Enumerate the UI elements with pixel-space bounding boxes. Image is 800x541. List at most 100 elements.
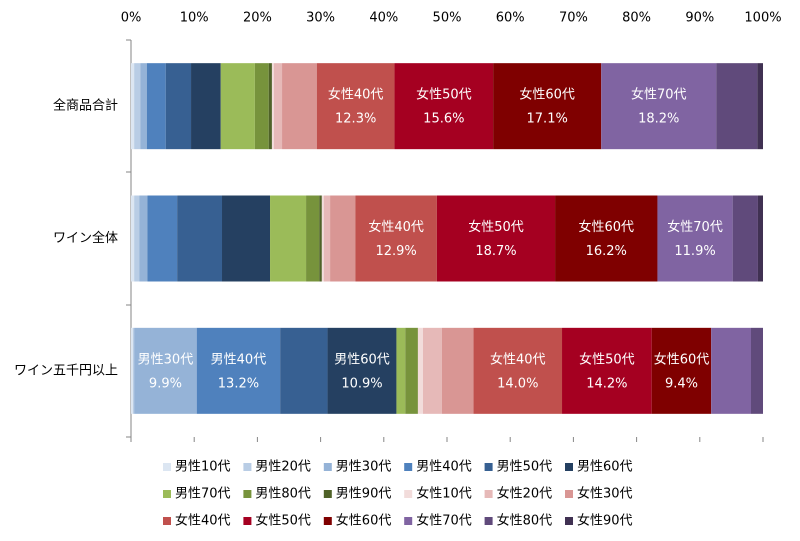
- bar-segment: [131, 63, 135, 150]
- segment-series-label: 男性40代: [211, 352, 267, 367]
- legend-label: 女性30代: [577, 486, 633, 502]
- data-label: 16.2%: [586, 244, 627, 259]
- legend-label: 男性30代: [336, 460, 392, 475]
- bar-segment: [319, 195, 322, 282]
- bar-segment: [271, 63, 274, 150]
- bar-segment: [268, 63, 272, 150]
- segment-series-label: 女性50代: [579, 351, 635, 367]
- segment-series-label: 女性50代: [468, 219, 524, 235]
- bar-segment: [254, 63, 269, 150]
- legend-swatch: [484, 517, 493, 525]
- bar-segment: [306, 195, 320, 282]
- bar-segment: [273, 63, 283, 150]
- segment-series-label: 女性50代: [416, 87, 472, 103]
- legend-label: 男性80代: [255, 487, 311, 502]
- segment-series-label: 女性40代: [490, 351, 546, 367]
- bar-segment: [134, 327, 197, 414]
- legend-swatch: [163, 490, 171, 498]
- bar-segment: [131, 327, 133, 414]
- bar-segment: [651, 327, 712, 414]
- data-label: 15.6%: [423, 112, 464, 127]
- segment-series-label: 女性70代: [631, 87, 687, 103]
- data-label: 10.9%: [341, 376, 382, 391]
- bar-segment: [282, 63, 317, 150]
- bar-segment: [140, 63, 147, 150]
- segment-series-label: 女性40代: [368, 219, 424, 235]
- segment-series-label: 女性70代: [667, 219, 723, 235]
- legend-label: 女性80代: [497, 513, 553, 529]
- data-label: 17.1%: [527, 112, 568, 127]
- bar-segment: [321, 195, 324, 282]
- bar-segment: [757, 63, 763, 150]
- bar-segment: [394, 63, 494, 150]
- legend-label: 女性60代: [336, 513, 392, 529]
- bar-segment: [422, 327, 442, 414]
- bar-segment: [220, 63, 255, 150]
- bar-segment: [131, 195, 135, 282]
- data-label: 12.3%: [335, 112, 376, 127]
- legend-swatch: [484, 490, 493, 498]
- bar-segment: [165, 63, 192, 150]
- bar-segment: [405, 327, 418, 414]
- bar-segment: [323, 195, 331, 282]
- x-tick-label: 10%: [180, 11, 209, 26]
- bar-segment: [316, 63, 395, 150]
- legend-swatch: [323, 517, 332, 525]
- data-label: 18.7%: [475, 244, 516, 259]
- legend-label: 女性20代: [497, 486, 553, 502]
- bar-segment: [196, 327, 281, 414]
- legend-label: 男性20代: [255, 460, 311, 475]
- legend-swatch: [565, 463, 573, 471]
- bar-segment: [280, 327, 328, 414]
- legend-swatch: [565, 517, 573, 525]
- bar-segment: [147, 195, 178, 282]
- bar-segment: [355, 195, 437, 282]
- x-tick-label: 40%: [369, 11, 398, 26]
- bar-segment: [711, 327, 751, 414]
- bar-segment: [750, 327, 763, 414]
- x-tick-label: 80%: [622, 11, 651, 26]
- legend-swatch: [484, 463, 493, 471]
- segment-series-label: 女性60代: [654, 351, 710, 367]
- legend-label: 男性50代: [497, 460, 553, 475]
- bar-segment: [436, 195, 556, 282]
- legend-swatch: [243, 490, 252, 498]
- legend-swatch: [243, 463, 252, 471]
- bar-segment: [441, 327, 474, 414]
- x-tick-label: 60%: [496, 11, 525, 26]
- x-tick-label: 90%: [685, 11, 714, 26]
- legend-swatch: [404, 517, 413, 525]
- x-tick-label: 30%: [306, 11, 335, 26]
- bar-segment: [327, 327, 397, 414]
- legend-swatch: [404, 463, 413, 471]
- bar-segment: [757, 195, 763, 282]
- bar-segment: [270, 195, 307, 282]
- data-label: 14.0%: [497, 376, 538, 391]
- bar-segment: [134, 195, 140, 282]
- bar-segment: [657, 195, 733, 282]
- bar-segment: [330, 195, 356, 282]
- segment-series-label: 女性40代: [328, 87, 384, 103]
- bar-segment: [555, 195, 658, 282]
- bar-segment: [601, 63, 717, 150]
- legend-label: 男性90代: [336, 487, 392, 502]
- legend-swatch: [323, 463, 332, 471]
- legend-swatch: [243, 517, 252, 525]
- bar-segment: [146, 63, 166, 150]
- bar-segment: [191, 63, 221, 150]
- data-label: 9.9%: [149, 376, 182, 391]
- bar-segment: [417, 327, 423, 414]
- data-label: 13.2%: [218, 376, 259, 391]
- bar-segment: [396, 327, 406, 414]
- legend-swatch: [565, 490, 573, 498]
- x-tick-label: 70%: [559, 11, 588, 26]
- data-label: 18.2%: [638, 112, 679, 127]
- bar-segment: [132, 327, 135, 414]
- bar-segment: [716, 63, 758, 150]
- y-tick-label: ワイン全体: [53, 230, 118, 246]
- segment-series-label: 男性60代: [334, 352, 390, 367]
- legend-label: 女性10代: [416, 486, 472, 502]
- x-tick-label: 100%: [744, 11, 781, 26]
- y-tick-label: 全商品合計: [53, 98, 118, 114]
